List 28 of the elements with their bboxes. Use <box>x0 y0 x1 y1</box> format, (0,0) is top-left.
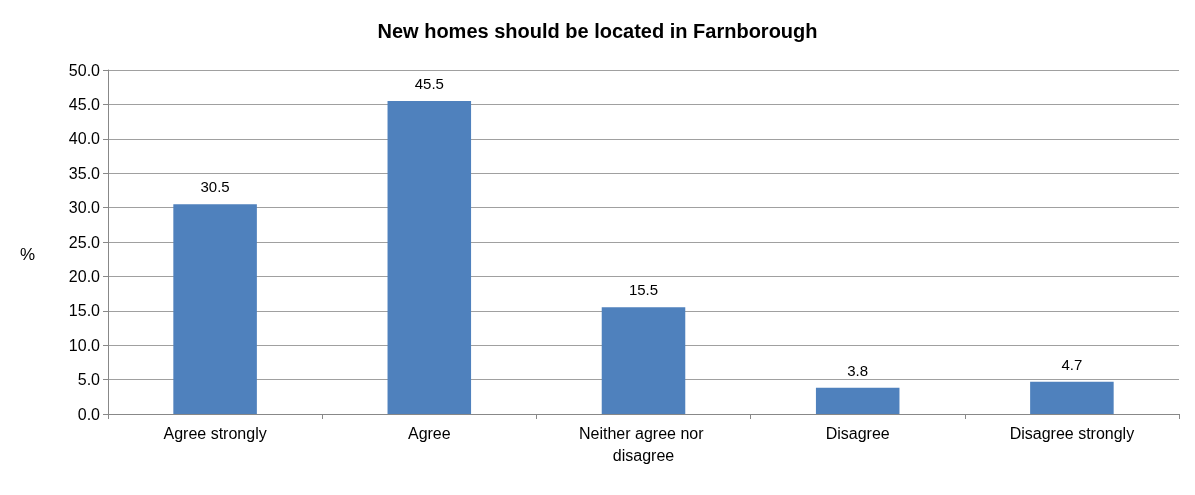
y-tick-label: 15.0 <box>68 302 101 320</box>
data-label: 4.7 <box>1061 355 1083 373</box>
bar <box>1030 381 1114 414</box>
x-tick-label: Neither agree nor disagree <box>579 424 708 464</box>
y-tick-label: 5.0 <box>77 371 101 389</box>
y-tick-label: 35.0 <box>68 164 101 182</box>
y-tick-label: 40.0 <box>68 130 101 148</box>
bar <box>173 204 257 414</box>
bar <box>815 387 900 414</box>
x-tick-label: Agree strongly <box>163 424 267 442</box>
data-label: 15.5 <box>628 281 659 299</box>
y-axis-title: % <box>20 245 36 264</box>
chart-title: New homes should be located in Farnborough <box>377 20 818 42</box>
y-tick-label: 45.0 <box>68 95 101 113</box>
data-label: 3.8 <box>847 361 869 379</box>
data-label: 30.5 <box>200 178 230 196</box>
bar <box>601 307 686 414</box>
data-label: 45.5 <box>414 74 444 92</box>
y-tick-label: 10.0 <box>68 336 101 354</box>
y-tick-label: 0.0 <box>77 405 101 423</box>
bar <box>387 100 472 414</box>
y-tick-label: 25.0 <box>68 233 101 251</box>
y-tick-label: 50.0 <box>68 61 101 79</box>
y-tick-label: 20.0 <box>68 267 101 285</box>
x-tick-label: Disagree strongly <box>1009 424 1135 442</box>
y-tick-label: 30.0 <box>68 199 101 217</box>
x-tick-label: Agree <box>407 424 451 442</box>
x-tick-label: Disagree <box>825 424 890 442</box>
